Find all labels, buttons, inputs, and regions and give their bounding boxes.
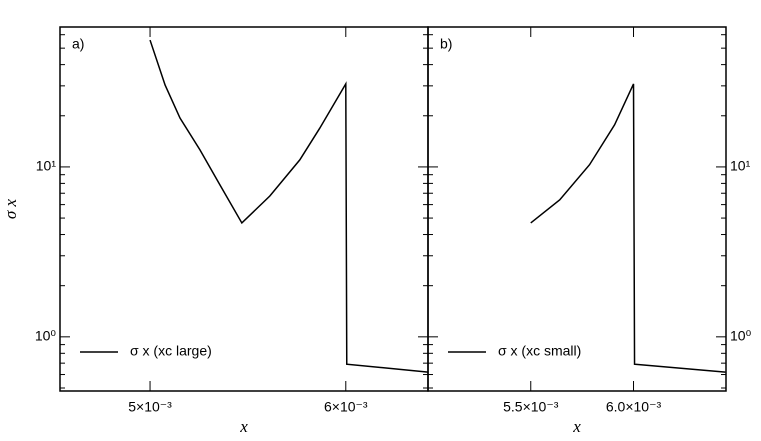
x-axis-label: x (572, 417, 581, 436)
y-tick-label: 10¹ (36, 158, 57, 174)
data-line (149, 39, 429, 373)
legend-label: σ x (xc small) (498, 343, 581, 359)
plot-frame (59, 26, 429, 392)
y-tick-label: 10¹ (730, 158, 751, 174)
y-tick-label: 10⁰ (35, 328, 57, 344)
plot-frame (427, 26, 727, 392)
panel-label: a) (72, 36, 84, 52)
x-tick-label: 5×10⁻³ (128, 399, 172, 415)
x-tick-label: 6.0×10⁻³ (606, 399, 662, 415)
panel-label: b) (440, 36, 452, 52)
x-tick-label: 6×10⁻³ (324, 399, 368, 415)
x-tick-label: 5.5×10⁻³ (503, 399, 559, 415)
x-axis-label: x (239, 417, 248, 436)
y-tick-label: 10⁰ (730, 328, 752, 344)
legend-label: σ x (xc large) (130, 343, 212, 359)
y-axis-label: σ x (1, 198, 20, 219)
data-line (530, 83, 726, 373)
